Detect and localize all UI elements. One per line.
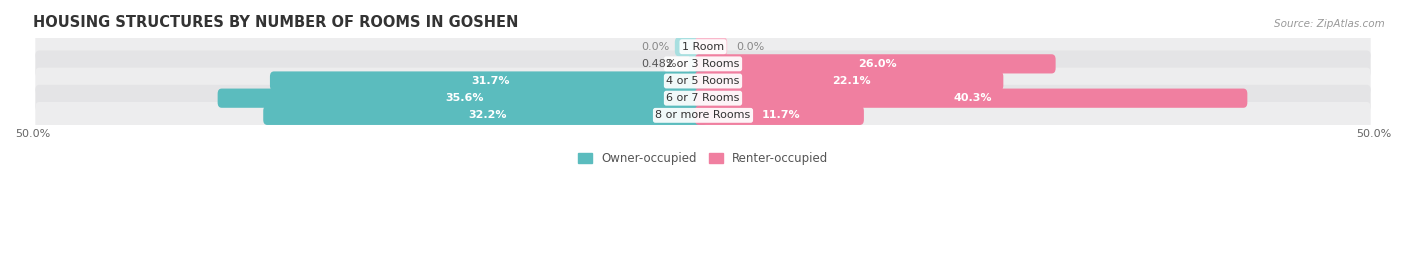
- Text: 1 Room: 1 Room: [682, 42, 724, 52]
- FancyBboxPatch shape: [689, 54, 707, 73]
- FancyBboxPatch shape: [263, 106, 707, 125]
- FancyBboxPatch shape: [675, 37, 707, 56]
- FancyBboxPatch shape: [218, 89, 707, 108]
- Text: 11.7%: 11.7%: [762, 110, 801, 120]
- Text: 0.48%: 0.48%: [641, 59, 676, 69]
- Legend: Owner-occupied, Renter-occupied: Owner-occupied, Renter-occupied: [578, 152, 828, 165]
- FancyBboxPatch shape: [35, 33, 1371, 60]
- Text: 0.0%: 0.0%: [641, 42, 669, 52]
- Text: 35.6%: 35.6%: [446, 93, 484, 103]
- Text: Source: ZipAtlas.com: Source: ZipAtlas.com: [1274, 19, 1385, 29]
- FancyBboxPatch shape: [695, 71, 1004, 91]
- FancyBboxPatch shape: [35, 102, 1371, 129]
- Text: 8 or more Rooms: 8 or more Rooms: [655, 110, 751, 120]
- Text: 22.1%: 22.1%: [832, 76, 870, 86]
- Text: 32.2%: 32.2%: [468, 110, 506, 120]
- Text: 2 or 3 Rooms: 2 or 3 Rooms: [666, 59, 740, 69]
- FancyBboxPatch shape: [695, 106, 863, 125]
- FancyBboxPatch shape: [35, 85, 1371, 112]
- FancyBboxPatch shape: [35, 68, 1371, 94]
- Text: 31.7%: 31.7%: [471, 76, 510, 86]
- FancyBboxPatch shape: [695, 89, 1247, 108]
- FancyBboxPatch shape: [695, 54, 1056, 73]
- Text: 0.0%: 0.0%: [737, 42, 765, 52]
- Text: 4 or 5 Rooms: 4 or 5 Rooms: [666, 76, 740, 86]
- FancyBboxPatch shape: [35, 51, 1371, 77]
- Text: HOUSING STRUCTURES BY NUMBER OF ROOMS IN GOSHEN: HOUSING STRUCTURES BY NUMBER OF ROOMS IN…: [32, 15, 517, 30]
- Text: 26.0%: 26.0%: [858, 59, 897, 69]
- Text: 6 or 7 Rooms: 6 or 7 Rooms: [666, 93, 740, 103]
- FancyBboxPatch shape: [695, 37, 727, 56]
- FancyBboxPatch shape: [270, 71, 707, 91]
- Text: 40.3%: 40.3%: [953, 93, 993, 103]
